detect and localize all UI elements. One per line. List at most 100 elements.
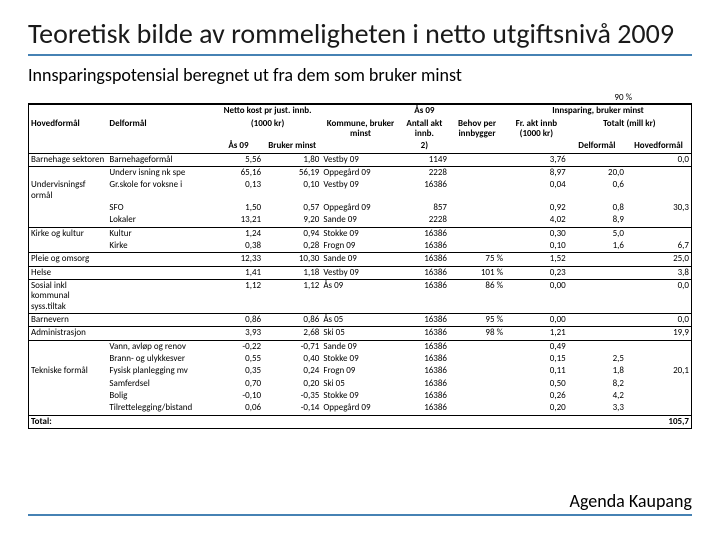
cell (449, 402, 505, 415)
cell: Undervisningsf ormål (29, 179, 107, 202)
cell: 0,26 (505, 390, 568, 402)
cell: 16386 (400, 240, 449, 253)
hdr-netto-unit: (1000 kr) (214, 118, 322, 141)
cell: 6,7 (626, 240, 691, 253)
cell: 3,3 (568, 402, 626, 415)
hdr-kommune: Kommune, bruker minst (321, 118, 399, 154)
cell: 0,10 (263, 179, 321, 202)
cell: Vestby 09 (321, 179, 399, 202)
cell: 16386 (400, 314, 449, 327)
hdr-antall-note: 2) (400, 140, 449, 153)
hdr-as09-top: Ås 09 (400, 105, 449, 117)
hdr-as09: Ås 09 (214, 140, 263, 153)
cell: 0,40 (263, 353, 321, 365)
cell: 19,9 (626, 327, 691, 340)
table-row: Tilrettelegging/bistand0,06-0,14Oppegård… (29, 402, 691, 415)
cell: 3,8 (626, 266, 691, 279)
cell (568, 153, 626, 166)
cell (449, 365, 505, 377)
cell: 1,50 (214, 202, 263, 214)
cell (626, 179, 691, 202)
cell: 5,0 (568, 227, 626, 240)
cell: 0,15 (505, 353, 568, 365)
cell: Vestby 09 (321, 153, 399, 166)
cell: Samferdsel (107, 378, 213, 390)
cell: 0,0 (626, 153, 691, 166)
cell: 0,06 (214, 402, 263, 415)
cell (29, 166, 107, 179)
cell: 13,21 (214, 214, 263, 227)
cell (626, 340, 691, 353)
cell: Kirke (107, 240, 213, 253)
cell (29, 240, 107, 253)
table-row: Brann- og ulykkesver0,550,40Stokke 09163… (29, 353, 691, 365)
footer-brand: Agenda Kaupang (570, 490, 692, 512)
cell: 16386 (400, 390, 449, 402)
cell: 8,97 (505, 166, 568, 179)
cell: 1149 (400, 153, 449, 166)
cell (568, 327, 626, 340)
cell: 1,41 (214, 266, 263, 279)
cell: 1,80 (263, 153, 321, 166)
cell: 2228 (400, 166, 449, 179)
cell: 0,55 (214, 353, 263, 365)
cell: Kirke og kultur (29, 227, 107, 240)
cell (107, 266, 213, 279)
cell: 0,10 (505, 240, 568, 253)
cell (449, 353, 505, 365)
cell: 2228 (400, 214, 449, 227)
cell: 1,8 (568, 365, 626, 377)
cell: 0,0 (626, 280, 691, 314)
cell: 16386 (400, 365, 449, 377)
cell (626, 214, 691, 227)
cell (29, 202, 107, 214)
hdr-delformal: Delformål (107, 118, 213, 141)
cell: 0,23 (505, 266, 568, 279)
cell: 8,9 (568, 214, 626, 227)
cell (29, 402, 107, 415)
hdr-netto: Netto kost pr just. innb. (214, 105, 322, 117)
cell: Brann- og ulykkesver (107, 353, 213, 365)
cell: 0,04 (505, 179, 568, 202)
cell (29, 340, 107, 353)
cell: Ås 09 (321, 280, 399, 314)
cell: 1,21 (505, 327, 568, 340)
cell: 0,57 (263, 202, 321, 214)
cell: 16386 (400, 327, 449, 340)
table-row: Pleie og omsorg12,3310,30Sande 091638675… (29, 253, 691, 266)
table-row: Kirke og kulturKultur1,240,94Stokke 0916… (29, 227, 691, 240)
cell (568, 314, 626, 327)
cell (107, 253, 213, 266)
hdr-frakt: Fr. akt innb (1000 kr) (505, 118, 568, 154)
table-row: Kirke0,380,28Frogn 09163860,101,66,7 (29, 240, 691, 253)
cell (29, 353, 107, 365)
cell (568, 340, 626, 353)
cell: 0,24 (263, 365, 321, 377)
cell (449, 340, 505, 353)
cell: Ås 05 (321, 314, 399, 327)
cell: 0,0 (626, 314, 691, 327)
cell (626, 390, 691, 402)
table-row: Undervisningsf ormålGr.skole for voksne … (29, 179, 691, 202)
cell: 0,00 (505, 314, 568, 327)
cell: 0,00 (505, 280, 568, 314)
table-row: Vann, avløp og renov-0,22-0,71Sande 0916… (29, 340, 691, 353)
cell (29, 378, 107, 390)
cell: 98 % (449, 327, 505, 340)
cell: 2,68 (263, 327, 321, 340)
hdr-innsparing: Innsparing, bruker minst (505, 105, 691, 117)
cell: 16386 (400, 353, 449, 365)
footer-underline (28, 514, 692, 516)
cell: Vann, avløp og renov (107, 340, 213, 353)
hdr-antall: Antall akt innb. (400, 118, 449, 141)
cell: 1,12 (214, 280, 263, 314)
cell: Administrasjon (29, 327, 107, 340)
table-row: Tekniske formålFysisk planlegging mv0,35… (29, 365, 691, 377)
cell (626, 166, 691, 179)
cell: 0,20 (263, 378, 321, 390)
cell: 0,8 (568, 202, 626, 214)
cell: 857 (400, 202, 449, 214)
cell: Stokke 09 (321, 227, 399, 240)
cell: 9,20 (263, 214, 321, 227)
hdr-behov: Behov per innbygger (449, 118, 505, 154)
